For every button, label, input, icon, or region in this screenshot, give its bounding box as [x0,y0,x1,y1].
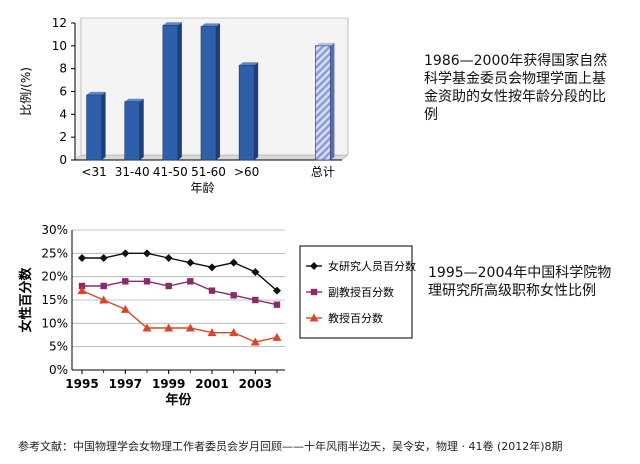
y-tick-label: 8 [59,62,67,76]
data-point [122,278,129,285]
bar-side [254,62,259,160]
series-line [81,290,278,343]
data-point [185,323,195,332]
legend-marker [310,262,318,270]
y-tick-label: 25% [41,246,68,260]
data-point [252,296,259,304]
bar-side [139,98,144,160]
series-line [82,280,278,306]
line-chart-years: 0% 5% 10% 15% 20% 25% 30% 1995 1997 1999 2001 2003 年… [18,223,416,408]
y-tick-label: 2 [59,130,67,144]
x-tick-label: 2001 [195,377,228,391]
bar-top [86,91,106,95]
data-point [273,286,281,295]
y-tick-label: 10% [41,316,68,330]
bar-top [201,23,220,27]
bar-top [315,42,335,46]
data-point [78,254,86,262]
legend-marker [310,288,318,296]
data-point [78,282,86,290]
data-point [165,282,172,290]
legend-label: 副教授百分数 [328,285,394,299]
data-point [207,328,217,337]
bar-side [330,42,335,161]
legend-marker [309,313,319,322]
data-point [272,332,282,341]
data-point [143,249,151,258]
y-tick-label: 12 [52,16,67,30]
x-tick-label: 1997 [109,377,142,391]
x-tick-label: 1995 [65,377,98,391]
x-tick-label: 1999 [152,377,185,391]
y-axis-title: 女性百分数 [18,267,34,333]
bar-side [101,91,106,160]
bar [124,101,141,161]
y-axis-title: 比例/(%) [19,67,33,116]
data-point [250,337,260,346]
data-point [143,278,151,285]
bar-side [216,23,220,160]
y-tick-label: 30% [41,223,68,237]
bar [238,64,255,161]
data-point [229,328,239,337]
x-tick-label: 31-40 [115,165,150,179]
data-point [99,254,108,262]
data-point [99,295,109,304]
y-tick-label: 4 [59,107,67,121]
bar-top [124,98,144,102]
line-chart-caption: 1995—2004年中国科学院物理研究所高级职称女性比例 [428,265,612,299]
y-tick-label: 6 [59,85,67,99]
y-tick-label: 0% [49,363,68,377]
data-point [273,301,281,308]
data-point [142,323,152,332]
x-tick-label: 41-50 [153,165,188,179]
data-point [251,268,260,276]
y-tick-label: 20% [41,270,68,284]
x-tick-label: 51-60 [191,165,226,179]
data-point [230,292,237,299]
bar [86,94,102,161]
x-tick-label: 2003 [239,377,272,391]
data-point [229,258,238,267]
data-point [100,282,107,290]
bar-chart-caption: 1986—2000年获得国家自然科学基金委员会物理学面上基金资助的女性按年龄分段… [424,53,608,123]
data-point [121,249,130,258]
data-point [164,254,173,262]
bar [315,45,331,161]
bar-top [239,62,259,66]
data-point [186,258,195,267]
bar-side [177,22,182,161]
y-tick-label: 10 [52,39,67,53]
data-point [77,286,87,295]
data-point [208,287,216,294]
bar [200,26,217,161]
x-tick-label: 总计 [311,165,335,179]
legend-label: 女研究人员百分数 [328,259,416,273]
reference-text: 参考文献：中国物理学会女物理工作者委员会岁月回顾——十年风雨半边天，吴令安，物理… [18,440,563,453]
x-axis-title: 年份 [165,392,192,408]
legend-label: 教授百分数 [328,311,383,325]
series-line [82,252,278,292]
x-tick-label: >60 [234,165,259,179]
bar-top [162,22,182,26]
bar [162,24,179,161]
data-point [187,278,194,285]
x-tick-label: <31 [81,165,106,179]
y-tick-label: 15% [41,293,68,307]
x-axis-title: 年龄 [190,181,214,195]
y-tick-label: 5% [49,340,68,354]
y-tick-label: 0 [59,153,67,167]
data-point [120,304,130,313]
data-point [208,263,216,272]
data-point [164,323,174,332]
